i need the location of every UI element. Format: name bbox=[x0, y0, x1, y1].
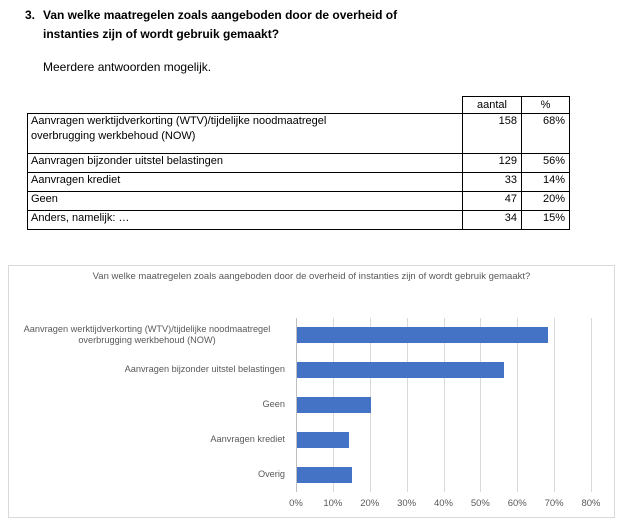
table-header-percent: % bbox=[521, 96, 570, 114]
x-axis-tick-label: 30% bbox=[397, 498, 417, 509]
table-row: Aanvragen bijzonder uitstel belastingen … bbox=[27, 153, 570, 173]
chart-bar bbox=[297, 466, 352, 483]
row-label: Aanvragen werktijdverkorting (WTV)/tijde… bbox=[31, 115, 327, 142]
row-percent-cell: 68% bbox=[521, 113, 570, 154]
chart-category-label-text: Aanvragen werktijdverkorting (WTV)/tijde… bbox=[23, 323, 271, 346]
chart-category-label-text: Geen bbox=[262, 399, 285, 410]
row-aantal-cell: 158 bbox=[462, 113, 522, 154]
chart-gridline bbox=[517, 318, 519, 492]
row-label-cell: Aanvragen bijzonder uitstel belastingen bbox=[27, 153, 463, 173]
x-axis-tick-label: 10% bbox=[323, 498, 343, 509]
row-percent-cell: 20% bbox=[521, 191, 570, 211]
chart-category-label: Aanvragen werktijdverkorting (WTV)/tijde… bbox=[9, 318, 285, 353]
x-axis-tick-label: 50% bbox=[470, 498, 490, 509]
question-number: 3. bbox=[25, 8, 36, 22]
x-axis-tick-label: 70% bbox=[544, 498, 564, 509]
table-row: Geen 47 20% bbox=[27, 191, 570, 211]
chart-category-label: Aanvragen bijzonder uitstel belastingen bbox=[125, 353, 285, 388]
table-header-aantal: aantal bbox=[462, 96, 522, 114]
row-label: Aanvragen krediet bbox=[31, 174, 121, 186]
question-title: Van welke maatregelen zoals aangeboden d… bbox=[43, 6, 397, 44]
row-aantal-cell: 33 bbox=[462, 172, 522, 192]
chart-category-label: Aanvragen krediet bbox=[210, 422, 285, 457]
row-label: Geen bbox=[31, 193, 58, 205]
chart-category-label: Overig bbox=[258, 457, 285, 492]
results-table: aantal % Aanvragen werktijdverkorting (W… bbox=[27, 96, 570, 230]
chart-gridline bbox=[443, 318, 445, 492]
row-label-cell: Aanvragen werktijdverkorting (WTV)/tijde… bbox=[27, 113, 463, 154]
x-axis-tick-label: 20% bbox=[360, 498, 380, 509]
chart-gridline bbox=[480, 318, 482, 492]
chart-category-label-text: Aanvragen bijzonder uitstel belastingen bbox=[124, 364, 285, 375]
table-row: Anders, namelijk: … 34 15% bbox=[27, 210, 570, 230]
question-title-line2: instanties zijn of wordt gebruik gemaakt… bbox=[43, 27, 280, 41]
row-label-cell: Aanvragen krediet bbox=[27, 172, 463, 192]
row-percent-cell: 14% bbox=[521, 172, 570, 192]
table-header-row: aantal % bbox=[28, 96, 570, 114]
question-subtitle: Meerdere antwoorden mogelijk. bbox=[43, 60, 212, 74]
chart-gridline bbox=[554, 318, 556, 492]
row-label: Anders, namelijk: … bbox=[31, 212, 130, 224]
row-aantal-cell: 34 bbox=[462, 210, 522, 230]
row-aantal-cell: 47 bbox=[462, 191, 522, 211]
table-header-blank bbox=[28, 97, 463, 114]
chart-title: Van welke maatregelen zoals aangeboden d… bbox=[92, 271, 531, 282]
y-axis-line bbox=[296, 318, 297, 492]
x-axis-tick-label: 80% bbox=[581, 498, 601, 509]
table-row: Aanvragen werktijdverkorting (WTV)/tijde… bbox=[27, 113, 570, 154]
question-heading: 3. Van welke maatregelen zoals aangebode… bbox=[25, 6, 397, 44]
row-label-cell: Geen bbox=[27, 191, 463, 211]
table-row: Aanvragen krediet 33 14% bbox=[27, 172, 570, 192]
x-axis-tick-label: 60% bbox=[507, 498, 527, 509]
chart-category-label-text: Aanvragen krediet bbox=[210, 434, 285, 445]
row-label-cell: Anders, namelijk: … bbox=[27, 210, 463, 230]
chart-bar bbox=[297, 397, 371, 413]
chart-bar bbox=[297, 431, 349, 448]
chart-bar bbox=[297, 327, 548, 344]
chart-category-label: Geen bbox=[263, 388, 285, 423]
row-aantal-cell: 129 bbox=[462, 153, 522, 173]
chart-gridline bbox=[591, 318, 592, 492]
x-axis-tick-label: 40% bbox=[433, 498, 453, 509]
row-percent-cell: 56% bbox=[521, 153, 570, 173]
row-label: Aanvragen bijzonder uitstel belastingen bbox=[31, 155, 224, 167]
bar-chart: Van welke maatregelen zoals aangeboden d… bbox=[8, 265, 615, 518]
chart-gridline bbox=[406, 318, 408, 492]
x-axis-tick-label: 0% bbox=[289, 498, 303, 509]
row-percent-cell: 15% bbox=[521, 210, 570, 230]
question-title-line1: Van welke maatregelen zoals aangeboden d… bbox=[43, 8, 398, 22]
chart-bar bbox=[297, 362, 504, 379]
chart-category-label-text: Overig bbox=[257, 468, 285, 479]
